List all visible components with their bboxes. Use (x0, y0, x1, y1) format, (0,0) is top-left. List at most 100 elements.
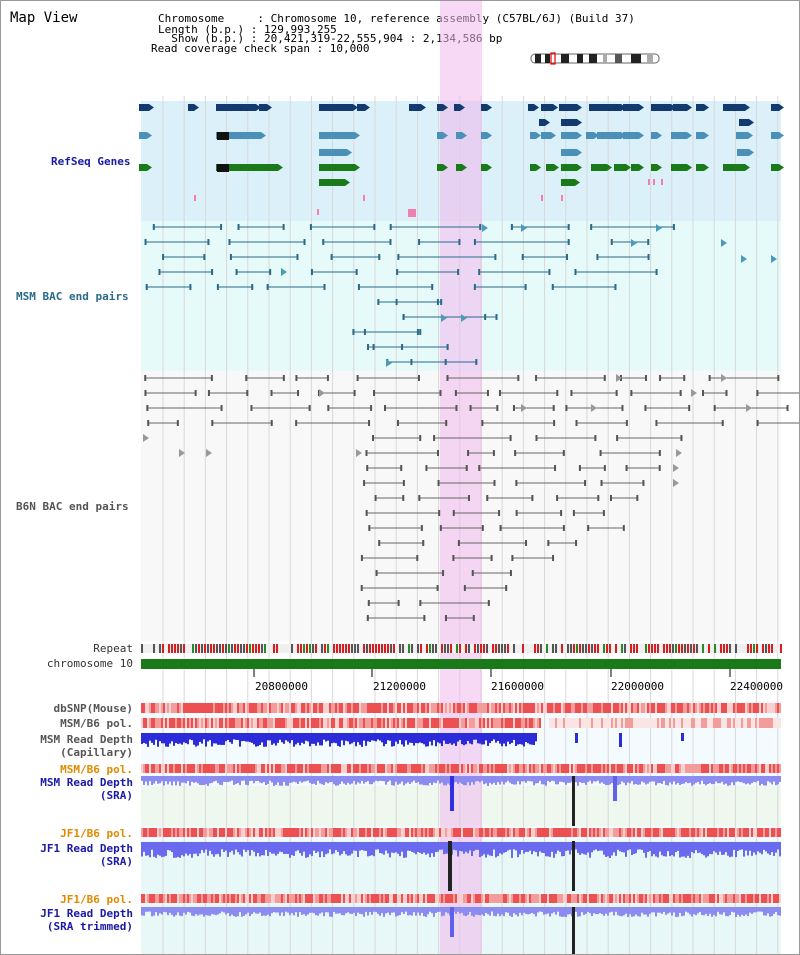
pol-cell[interactable] (637, 764, 639, 773)
pol-cell[interactable] (289, 703, 291, 713)
pol-cell[interactable] (531, 703, 533, 713)
pol-cell[interactable] (557, 894, 559, 903)
pol-cell[interactable] (413, 703, 415, 713)
depth-bar[interactable] (283, 842, 285, 855)
pol-cell[interactable] (323, 703, 325, 713)
pol-cell[interactable] (377, 764, 379, 773)
depth-bar[interactable] (163, 733, 165, 744)
bac-end[interactable] (395, 299, 398, 305)
pol-cell[interactable] (665, 764, 667, 773)
pol-cell[interactable] (661, 718, 663, 728)
pol-cell[interactable] (411, 703, 413, 713)
pol-cell[interactable] (645, 828, 647, 837)
pol-cell[interactable] (619, 828, 621, 837)
depth-bar[interactable] (639, 907, 641, 917)
pol-cell[interactable] (713, 703, 715, 713)
depth-bar[interactable] (555, 907, 557, 915)
pol-cell[interactable] (243, 894, 245, 903)
pol-cell[interactable] (209, 764, 211, 773)
depth-bar[interactable] (265, 776, 267, 786)
depth-bar[interactable] (467, 776, 469, 783)
depth-bar[interactable] (285, 733, 287, 741)
repeat-element[interactable] (198, 644, 200, 653)
pol-cell[interactable] (635, 894, 637, 903)
depth-bar[interactable] (193, 733, 195, 745)
pol-cell[interactable] (391, 718, 393, 728)
pol-cell[interactable] (325, 703, 327, 713)
gene-feature[interactable] (546, 164, 554, 171)
pol-cell[interactable] (341, 894, 343, 903)
pol-cell[interactable] (359, 718, 361, 728)
depth-bar[interactable] (329, 842, 331, 850)
depth-bar[interactable] (711, 842, 713, 855)
depth-bar[interactable] (219, 907, 221, 914)
pol-cell[interactable] (479, 894, 481, 903)
pol-cell[interactable] (319, 828, 321, 837)
pol-cell[interactable] (685, 894, 687, 903)
pol-cell[interactable] (697, 894, 699, 903)
depth-bar[interactable] (409, 907, 411, 915)
pol-cell[interactable] (357, 703, 359, 713)
depth-bar[interactable] (567, 842, 569, 851)
depth-bar[interactable] (355, 733, 357, 747)
pol-cell[interactable] (749, 828, 751, 837)
depth-bar[interactable] (287, 733, 289, 742)
pol-cell[interactable] (553, 718, 555, 728)
depth-bar[interactable] (347, 776, 349, 783)
pol-cell[interactable] (429, 703, 431, 713)
pol-cell[interactable] (651, 764, 653, 773)
pol-cell[interactable] (487, 703, 489, 713)
pol-cell[interactable] (593, 828, 595, 837)
pol-cell[interactable] (717, 718, 719, 728)
depth-bar[interactable] (701, 842, 703, 855)
bac-end[interactable] (647, 254, 650, 260)
pol-cell[interactable] (507, 764, 509, 773)
pol-cell[interactable] (401, 894, 403, 903)
pol-cell[interactable] (433, 764, 435, 773)
depth-bar[interactable] (731, 842, 733, 857)
depth-bar[interactable] (663, 842, 665, 857)
depth-bar[interactable] (421, 842, 423, 854)
depth-bar[interactable] (235, 733, 237, 740)
depth-bar[interactable] (367, 842, 369, 857)
depth-bar[interactable] (291, 733, 293, 741)
depth-bar[interactable] (345, 733, 347, 741)
pol-cell[interactable] (221, 828, 223, 837)
pol-cell[interactable] (297, 828, 299, 837)
pol-cell[interactable] (763, 718, 765, 728)
depth-bar[interactable] (171, 776, 173, 786)
bac-end[interactable] (418, 495, 421, 501)
pol-cell[interactable] (629, 718, 631, 728)
pol-cell[interactable] (601, 703, 603, 713)
bac-end[interactable] (203, 254, 206, 260)
pol-cell[interactable] (621, 894, 623, 903)
pol-cell[interactable] (385, 703, 387, 713)
pol-cell[interactable] (405, 894, 407, 903)
depth-bar[interactable] (173, 776, 175, 782)
depth-bar[interactable] (381, 776, 383, 781)
pol-cell[interactable] (409, 718, 411, 728)
pol-cell[interactable] (405, 718, 407, 728)
depth-bar[interactable] (249, 776, 251, 781)
depth-bar[interactable] (745, 842, 747, 851)
pol-cell[interactable] (249, 718, 251, 728)
pol-cell[interactable] (597, 703, 599, 713)
repeat-element[interactable] (537, 644, 539, 653)
pol-cell[interactable] (667, 894, 669, 903)
pol-cell[interactable] (685, 703, 687, 713)
depth-bar[interactable] (321, 907, 323, 913)
depth-bar[interactable] (647, 907, 649, 917)
depth-bar[interactable] (761, 842, 763, 855)
depth-bar[interactable] (671, 907, 673, 916)
depth-bar[interactable] (563, 776, 565, 783)
repeat-element[interactable] (579, 644, 581, 653)
depth-bar[interactable] (443, 733, 445, 741)
pol-cell[interactable] (151, 828, 153, 837)
pol-cell[interactable] (247, 764, 249, 773)
depth-bar[interactable] (351, 776, 353, 784)
bac-end[interactable] (367, 344, 370, 350)
pol-cell[interactable] (297, 894, 299, 903)
depth-bar[interactable] (247, 733, 249, 742)
pol-cell[interactable] (385, 718, 387, 728)
pol-cell[interactable] (743, 828, 745, 837)
